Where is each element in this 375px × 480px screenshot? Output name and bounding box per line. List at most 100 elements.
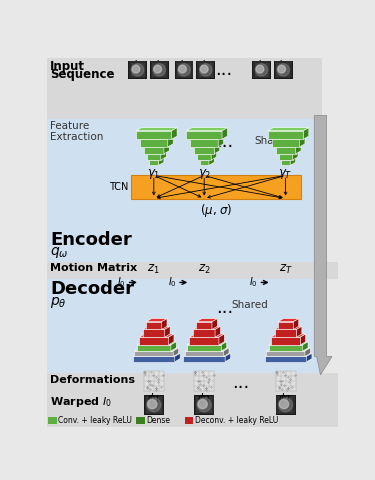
Polygon shape [140,136,173,139]
FancyBboxPatch shape [253,61,270,78]
Circle shape [278,65,286,73]
FancyBboxPatch shape [276,395,296,415]
FancyBboxPatch shape [47,58,322,119]
FancyBboxPatch shape [195,396,213,414]
Polygon shape [143,329,165,337]
Polygon shape [196,319,217,322]
Text: Deconv. + leaky ReLU: Deconv. + leaky ReLU [195,416,278,425]
Circle shape [198,399,207,409]
Text: ...: ... [216,299,234,317]
FancyBboxPatch shape [275,61,292,78]
Polygon shape [135,351,173,356]
Circle shape [279,398,292,412]
FancyBboxPatch shape [197,61,214,78]
Polygon shape [165,326,170,337]
Polygon shape [144,144,170,147]
Polygon shape [278,322,293,329]
Circle shape [153,64,165,76]
FancyBboxPatch shape [194,371,214,391]
Text: $q_\omega$: $q_\omega$ [50,245,69,260]
Polygon shape [137,342,176,345]
Polygon shape [268,128,309,131]
Polygon shape [194,144,220,147]
Polygon shape [265,353,312,356]
Circle shape [197,398,211,412]
Polygon shape [276,144,301,147]
FancyBboxPatch shape [196,60,215,79]
Text: ($\mu$, $\sigma$): ($\mu$, $\sigma$) [200,202,232,218]
Text: TCN: TCN [109,182,128,192]
Polygon shape [268,131,303,139]
Text: Conv. + leaky ReLU: Conv. + leaky ReLU [58,416,132,425]
Polygon shape [197,154,211,160]
Polygon shape [224,348,229,356]
Polygon shape [146,322,162,329]
FancyBboxPatch shape [175,60,194,79]
Text: Decoder: Decoder [50,280,134,298]
FancyBboxPatch shape [276,371,296,391]
Circle shape [200,64,212,76]
Polygon shape [173,348,178,356]
Polygon shape [281,160,290,166]
Text: $\gamma_T$: $\gamma_T$ [278,167,293,181]
Polygon shape [200,157,214,160]
Polygon shape [190,139,218,147]
Circle shape [255,64,268,76]
Polygon shape [296,144,301,154]
Polygon shape [147,154,161,160]
FancyBboxPatch shape [278,397,293,413]
Polygon shape [172,128,177,139]
Polygon shape [303,342,308,351]
Polygon shape [214,144,220,154]
FancyBboxPatch shape [144,395,164,415]
Polygon shape [186,131,222,139]
FancyBboxPatch shape [144,396,163,414]
Polygon shape [135,348,178,351]
Polygon shape [222,128,228,139]
FancyBboxPatch shape [47,373,338,427]
Polygon shape [279,154,292,160]
Polygon shape [211,151,217,160]
Polygon shape [189,337,219,345]
Polygon shape [187,345,221,351]
Text: Motion Matrix: Motion Matrix [50,263,137,273]
Text: $I_T$: $I_T$ [278,59,288,72]
Text: Feature
Extraction: Feature Extraction [50,121,104,143]
FancyBboxPatch shape [47,278,322,373]
Polygon shape [300,334,306,345]
Polygon shape [183,356,225,362]
FancyBboxPatch shape [194,395,214,415]
Polygon shape [136,131,172,139]
Circle shape [256,65,264,73]
Text: $z_2$: $z_2$ [198,263,210,276]
Polygon shape [147,151,166,154]
Polygon shape [271,334,306,337]
Text: Sequence: Sequence [50,68,114,82]
Text: $p_\theta$: $p_\theta$ [50,295,67,310]
Polygon shape [305,348,310,356]
Polygon shape [164,144,170,154]
Text: Shared: Shared [255,136,291,146]
Polygon shape [149,157,164,160]
Polygon shape [300,136,305,147]
Polygon shape [278,319,299,322]
FancyBboxPatch shape [176,61,193,78]
Polygon shape [185,351,224,356]
Circle shape [279,399,289,409]
Polygon shape [275,329,296,337]
FancyBboxPatch shape [48,417,57,424]
Polygon shape [266,351,305,356]
FancyBboxPatch shape [185,417,194,424]
Polygon shape [159,157,164,166]
FancyBboxPatch shape [150,60,168,79]
Polygon shape [276,147,296,154]
Polygon shape [168,136,173,147]
Circle shape [148,399,157,409]
FancyBboxPatch shape [144,371,164,391]
Polygon shape [200,160,209,166]
FancyBboxPatch shape [47,262,338,278]
Text: $I_0$: $I_0$ [133,59,142,72]
Polygon shape [139,337,168,345]
FancyBboxPatch shape [47,119,322,262]
FancyBboxPatch shape [151,61,168,78]
